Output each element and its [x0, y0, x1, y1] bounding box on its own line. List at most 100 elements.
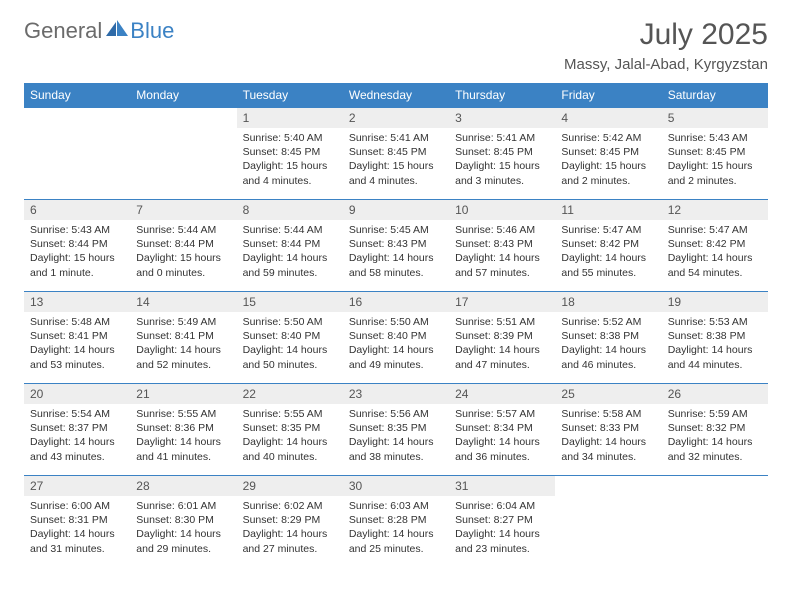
day-cell: 28Sunrise: 6:01 AMSunset: 8:30 PMDayligh… [130, 476, 236, 568]
day-cell: 1Sunrise: 5:40 AMSunset: 8:45 PMDaylight… [237, 108, 343, 200]
week-row: 20Sunrise: 5:54 AMSunset: 8:37 PMDayligh… [24, 384, 768, 476]
brand-part2: Blue [130, 18, 174, 44]
header: General Blue July 2025 Massy, Jalal-Abad… [24, 18, 768, 73]
day-cell: 15Sunrise: 5:50 AMSunset: 8:40 PMDayligh… [237, 292, 343, 384]
day-cell: 12Sunrise: 5:47 AMSunset: 8:42 PMDayligh… [662, 200, 768, 292]
day-cell: 17Sunrise: 5:51 AMSunset: 8:39 PMDayligh… [449, 292, 555, 384]
day-cell: 6Sunrise: 5:43 AMSunset: 8:44 PMDaylight… [24, 200, 130, 292]
day-details: Sunrise: 5:47 AMSunset: 8:42 PMDaylight:… [555, 220, 661, 286]
day-cell: 4Sunrise: 5:42 AMSunset: 8:45 PMDaylight… [555, 108, 661, 200]
day-cell: 8Sunrise: 5:44 AMSunset: 8:44 PMDaylight… [237, 200, 343, 292]
day-details: Sunrise: 5:55 AMSunset: 8:36 PMDaylight:… [130, 404, 236, 470]
day-cell: 13Sunrise: 5:48 AMSunset: 8:41 PMDayligh… [24, 292, 130, 384]
day-cell [662, 476, 768, 568]
day-cell: 22Sunrise: 5:55 AMSunset: 8:35 PMDayligh… [237, 384, 343, 476]
location-text: Massy, Jalal-Abad, Kyrgyzstan [564, 56, 768, 73]
day-details: Sunrise: 5:50 AMSunset: 8:40 PMDaylight:… [343, 312, 449, 378]
day-number: 6 [24, 200, 130, 220]
day-number: 29 [237, 476, 343, 496]
weekday-header: Monday [130, 83, 236, 108]
day-details: Sunrise: 5:41 AMSunset: 8:45 PMDaylight:… [449, 128, 555, 194]
day-cell: 26Sunrise: 5:59 AMSunset: 8:32 PMDayligh… [662, 384, 768, 476]
day-number: 23 [343, 384, 449, 404]
day-details: Sunrise: 5:58 AMSunset: 8:33 PMDaylight:… [555, 404, 661, 470]
day-details: Sunrise: 5:57 AMSunset: 8:34 PMDaylight:… [449, 404, 555, 470]
day-number: 18 [555, 292, 661, 312]
month-title: July 2025 [564, 18, 768, 52]
day-details: Sunrise: 5:53 AMSunset: 8:38 PMDaylight:… [662, 312, 768, 378]
day-number: 4 [555, 108, 661, 128]
day-cell: 3Sunrise: 5:41 AMSunset: 8:45 PMDaylight… [449, 108, 555, 200]
day-cell: 11Sunrise: 5:47 AMSunset: 8:42 PMDayligh… [555, 200, 661, 292]
day-number: 11 [555, 200, 661, 220]
day-cell: 18Sunrise: 5:52 AMSunset: 8:38 PMDayligh… [555, 292, 661, 384]
day-details: Sunrise: 5:41 AMSunset: 8:45 PMDaylight:… [343, 128, 449, 194]
day-number: 22 [237, 384, 343, 404]
week-row: 1Sunrise: 5:40 AMSunset: 8:45 PMDaylight… [24, 108, 768, 200]
weekday-header: Thursday [449, 83, 555, 108]
day-details: Sunrise: 5:44 AMSunset: 8:44 PMDaylight:… [130, 220, 236, 286]
weekday-header: Tuesday [237, 83, 343, 108]
day-number: 2 [343, 108, 449, 128]
day-details: Sunrise: 5:51 AMSunset: 8:39 PMDaylight:… [449, 312, 555, 378]
calendar-table: Sunday Monday Tuesday Wednesday Thursday… [24, 83, 768, 568]
day-details: Sunrise: 5:43 AMSunset: 8:45 PMDaylight:… [662, 128, 768, 194]
day-cell: 21Sunrise: 5:55 AMSunset: 8:36 PMDayligh… [130, 384, 236, 476]
day-number: 31 [449, 476, 555, 496]
day-details: Sunrise: 6:02 AMSunset: 8:29 PMDaylight:… [237, 496, 343, 562]
day-details: Sunrise: 5:52 AMSunset: 8:38 PMDaylight:… [555, 312, 661, 378]
week-row: 27Sunrise: 6:00 AMSunset: 8:31 PMDayligh… [24, 476, 768, 568]
day-number: 9 [343, 200, 449, 220]
title-block: July 2025 Massy, Jalal-Abad, Kyrgyzstan [564, 18, 768, 73]
day-details: Sunrise: 5:55 AMSunset: 8:35 PMDaylight:… [237, 404, 343, 470]
weekday-header: Wednesday [343, 83, 449, 108]
day-number: 1 [237, 108, 343, 128]
day-number: 5 [662, 108, 768, 128]
day-cell: 10Sunrise: 5:46 AMSunset: 8:43 PMDayligh… [449, 200, 555, 292]
day-details: Sunrise: 5:48 AMSunset: 8:41 PMDaylight:… [24, 312, 130, 378]
day-number: 17 [449, 292, 555, 312]
day-cell: 29Sunrise: 6:02 AMSunset: 8:29 PMDayligh… [237, 476, 343, 568]
day-details: Sunrise: 5:56 AMSunset: 8:35 PMDaylight:… [343, 404, 449, 470]
day-number: 7 [130, 200, 236, 220]
day-number: 28 [130, 476, 236, 496]
day-number: 25 [555, 384, 661, 404]
day-details: Sunrise: 5:59 AMSunset: 8:32 PMDaylight:… [662, 404, 768, 470]
day-cell: 7Sunrise: 5:44 AMSunset: 8:44 PMDaylight… [130, 200, 236, 292]
day-details: Sunrise: 6:03 AMSunset: 8:28 PMDaylight:… [343, 496, 449, 562]
brand-sail-icon [106, 20, 128, 43]
day-details: Sunrise: 5:50 AMSunset: 8:40 PMDaylight:… [237, 312, 343, 378]
day-details: Sunrise: 5:44 AMSunset: 8:44 PMDaylight:… [237, 220, 343, 286]
week-row: 13Sunrise: 5:48 AMSunset: 8:41 PMDayligh… [24, 292, 768, 384]
weekday-header-row: Sunday Monday Tuesday Wednesday Thursday… [24, 83, 768, 108]
brand-part1: General [24, 18, 102, 44]
day-details: Sunrise: 5:54 AMSunset: 8:37 PMDaylight:… [24, 404, 130, 470]
day-details: Sunrise: 6:00 AMSunset: 8:31 PMDaylight:… [24, 496, 130, 562]
day-cell: 2Sunrise: 5:41 AMSunset: 8:45 PMDaylight… [343, 108, 449, 200]
day-cell [24, 108, 130, 200]
day-cell: 25Sunrise: 5:58 AMSunset: 8:33 PMDayligh… [555, 384, 661, 476]
week-row: 6Sunrise: 5:43 AMSunset: 8:44 PMDaylight… [24, 200, 768, 292]
day-details: Sunrise: 6:01 AMSunset: 8:30 PMDaylight:… [130, 496, 236, 562]
day-number: 27 [24, 476, 130, 496]
day-cell: 30Sunrise: 6:03 AMSunset: 8:28 PMDayligh… [343, 476, 449, 568]
weekday-header: Saturday [662, 83, 768, 108]
day-number: 14 [130, 292, 236, 312]
weekday-header: Friday [555, 83, 661, 108]
day-cell: 9Sunrise: 5:45 AMSunset: 8:43 PMDaylight… [343, 200, 449, 292]
day-details: Sunrise: 5:46 AMSunset: 8:43 PMDaylight:… [449, 220, 555, 286]
day-number: 24 [449, 384, 555, 404]
day-cell: 27Sunrise: 6:00 AMSunset: 8:31 PMDayligh… [24, 476, 130, 568]
day-number: 30 [343, 476, 449, 496]
day-number: 21 [130, 384, 236, 404]
day-cell: 23Sunrise: 5:56 AMSunset: 8:35 PMDayligh… [343, 384, 449, 476]
day-cell [130, 108, 236, 200]
day-number: 20 [24, 384, 130, 404]
day-cell: 19Sunrise: 5:53 AMSunset: 8:38 PMDayligh… [662, 292, 768, 384]
brand-logo: General Blue [24, 18, 174, 44]
day-cell: 14Sunrise: 5:49 AMSunset: 8:41 PMDayligh… [130, 292, 236, 384]
day-number: 15 [237, 292, 343, 312]
day-details: Sunrise: 5:42 AMSunset: 8:45 PMDaylight:… [555, 128, 661, 194]
day-details: Sunrise: 6:04 AMSunset: 8:27 PMDaylight:… [449, 496, 555, 562]
day-details: Sunrise: 5:45 AMSunset: 8:43 PMDaylight:… [343, 220, 449, 286]
